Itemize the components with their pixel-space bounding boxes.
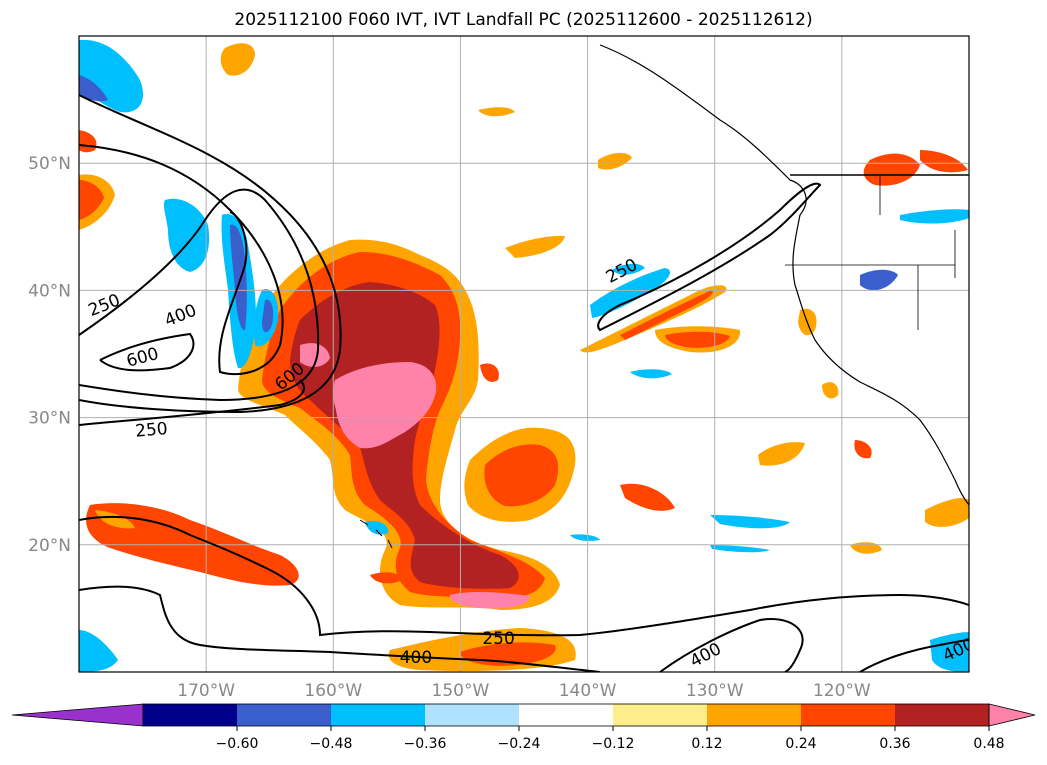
colorbar-segment — [895, 704, 990, 726]
lat-label: 30°N — [28, 409, 71, 429]
contour-label: 400 — [400, 648, 432, 668]
plume-pink — [333, 362, 437, 449]
colorbar-tick-label: −0.24 — [498, 736, 541, 752]
plume-darkred — [290, 282, 519, 589]
colorbar-tick-label: −0.48 — [310, 736, 353, 752]
colorbar-extend-high — [988, 703, 1036, 727]
colorbar-segment — [237, 704, 332, 726]
colorbar-segment — [519, 704, 614, 726]
colorbar-segment — [801, 704, 896, 726]
colorbar-segment — [613, 704, 708, 726]
lon-label: 140°W — [559, 681, 617, 701]
map-title: 2025112100 F060 IVT, IVT Landfall PC (20… — [234, 10, 813, 30]
colorbar-segment — [707, 704, 802, 726]
lon-label: 130°W — [686, 681, 744, 701]
lon-label: 170°W — [177, 681, 235, 701]
contour-label: 250 — [482, 629, 514, 649]
colorbar — [11, 703, 1036, 727]
colorbar-segment — [143, 704, 238, 726]
contour-label: 250 — [134, 419, 168, 442]
colorbar-labels: −0.60 −0.48 −0.36 −0.24 −0.12 0.12 0.24 0.36 0.4… — [216, 726, 1005, 752]
colorbar-segment — [331, 704, 426, 726]
colorbar-tick-label: 0.36 — [879, 736, 910, 752]
colorbar-tick-label: −0.36 — [404, 736, 447, 752]
lon-label: 150°W — [432, 681, 490, 701]
lon-label: 120°W — [813, 681, 871, 701]
colorbar-tick-label: 0.24 — [785, 736, 816, 752]
hawaii-islands — [359, 519, 393, 549]
colorbar-outline — [142, 703, 990, 727]
colorbar-segment — [425, 704, 520, 726]
map-border — [78, 35, 970, 673]
lat-label: 50°N — [28, 154, 71, 174]
lat-label: 20°N — [28, 536, 71, 556]
lat-label: 40°N — [28, 281, 71, 301]
longitude-labels: 170°W 160°W 150°W 140°W 130°W 120°W — [177, 681, 871, 701]
graticule — [79, 36, 969, 672]
colorbar-tick-label: 0.48 — [973, 736, 1004, 752]
colorbar-extend-low — [11, 703, 144, 727]
lon-label: 160°W — [304, 681, 362, 701]
coastline — [599, 44, 969, 506]
colorbar-tick-label: −0.12 — [592, 736, 635, 752]
colorbar-tick-label: 0.12 — [691, 736, 722, 752]
colorbar-tick-label: −0.60 — [216, 736, 259, 752]
ivt-contours — [79, 94, 969, 672]
latitude-labels: 50°N 40°N 30°N 20°N — [28, 154, 71, 556]
